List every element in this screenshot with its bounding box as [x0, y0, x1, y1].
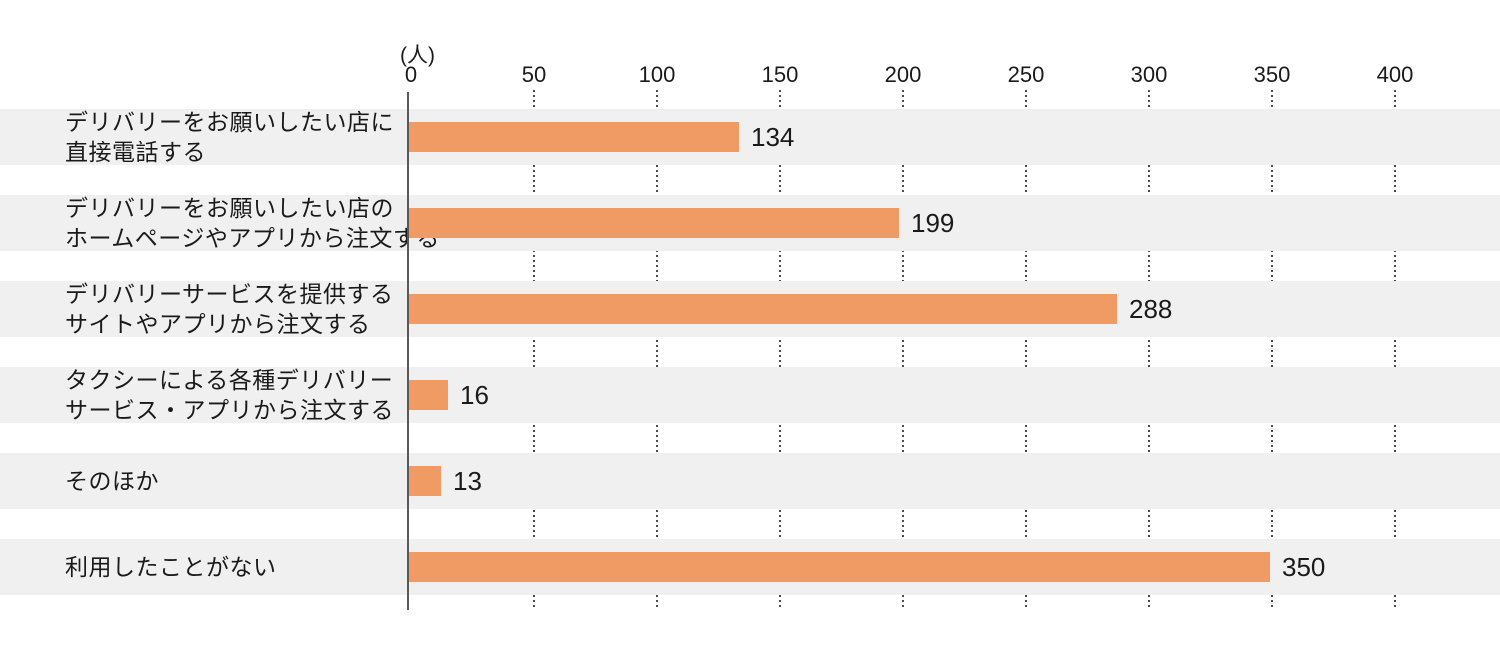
x-axis-tick-300: 300 — [1130, 62, 1168, 87]
bar-1 — [409, 122, 739, 152]
y-axis-line — [407, 92, 409, 610]
bar-value-1: 134 — [751, 121, 795, 152]
bar-3 — [409, 294, 1117, 324]
x-axis-tick-250: 250 — [1007, 62, 1045, 87]
x-axis-tick-350: 350 — [1253, 62, 1291, 87]
category-label-4: タクシーによる各種デリバリー サービス・アプリから注文する — [65, 367, 394, 423]
gridline-300 — [1148, 90, 1150, 610]
category-label-5: そのほか — [65, 468, 159, 494]
bar-2 — [409, 208, 899, 238]
bar-group-3: 288 — [409, 294, 1172, 324]
bar-group-1: 134 — [409, 122, 794, 152]
bar-5 — [409, 466, 441, 496]
gridline-150 — [779, 90, 781, 610]
x-axis-unit-label: (人) — [400, 44, 435, 67]
bar-value-4: 16 — [460, 379, 489, 410]
row-band-4: タクシーによる各種デリバリー サービス・アプリから注文する 16 — [0, 367, 1500, 423]
bar-value-3: 288 — [1129, 293, 1173, 324]
x-axis-tick-100: 100 — [638, 62, 676, 87]
bar-group-4: 16 — [409, 380, 489, 410]
bar-group-6: 350 — [409, 552, 1325, 582]
x-axis-tick-50: 50 — [521, 62, 547, 87]
bar-group-5: 13 — [409, 466, 482, 496]
x-axis-tick-150: 150 — [761, 62, 799, 87]
category-label-1: デリバリーをお願いしたい店に 直接電話する — [65, 109, 394, 165]
gridline-200 — [902, 90, 904, 610]
row-band-5: そのほか 13 — [0, 453, 1500, 509]
row-band-1: デリバリーをお願いしたい店に 直接電話する 134 — [0, 109, 1500, 165]
x-axis-tick-400: 400 — [1376, 62, 1414, 87]
gridline-50 — [533, 90, 535, 610]
gridline-250 — [1025, 90, 1027, 610]
bar-6 — [409, 552, 1270, 582]
row-band-2: デリバリーをお願いしたい店の ホームページやアプリから注文する 199 — [0, 195, 1500, 251]
bar-value-5: 13 — [453, 465, 482, 496]
category-label-6: 利用したことがない — [65, 554, 277, 580]
gridline-350 — [1271, 90, 1273, 610]
row-band-3: デリバリーサービスを提供する サイトやアプリから注文する 288 — [0, 281, 1500, 337]
gridline-400 — [1394, 90, 1396, 610]
category-label-3: デリバリーサービスを提供する サイトやアプリから注文する — [65, 281, 394, 337]
bar-4 — [409, 380, 448, 410]
bar-value-2: 199 — [911, 207, 955, 238]
category-label-2: デリバリーをお願いしたい店の ホームページやアプリから注文する — [65, 195, 440, 251]
x-axis-tick-0: 0 — [404, 62, 418, 87]
gridline-100 — [656, 90, 658, 610]
row-band-6: 利用したことがない 350 — [0, 539, 1500, 595]
bar-value-6: 350 — [1282, 551, 1326, 582]
x-axis-tick-200: 200 — [884, 62, 922, 87]
bar-group-2: 199 — [409, 208, 954, 238]
